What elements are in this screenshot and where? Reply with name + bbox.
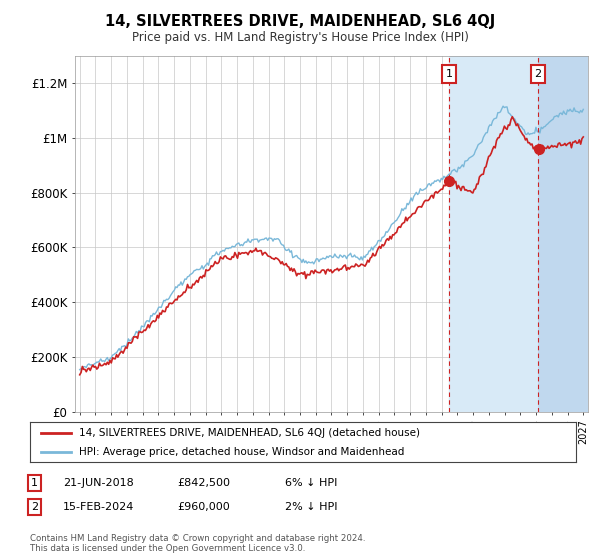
Text: HPI: Average price, detached house, Windsor and Maidenhead: HPI: Average price, detached house, Wind… — [79, 447, 404, 457]
Text: £842,500: £842,500 — [177, 478, 230, 488]
Text: Price paid vs. HM Land Registry's House Price Index (HPI): Price paid vs. HM Land Registry's House … — [131, 31, 469, 44]
Text: This data is licensed under the Open Government Licence v3.0.: This data is licensed under the Open Gov… — [30, 544, 305, 553]
Text: 6% ↓ HPI: 6% ↓ HPI — [285, 478, 337, 488]
Text: 14, SILVERTREES DRIVE, MAIDENHEAD, SL6 4QJ: 14, SILVERTREES DRIVE, MAIDENHEAD, SL6 4… — [105, 14, 495, 29]
Text: 2: 2 — [535, 69, 542, 79]
Text: Contains HM Land Registry data © Crown copyright and database right 2024.: Contains HM Land Registry data © Crown c… — [30, 534, 365, 543]
Bar — [449, 56, 591, 412]
Bar — [538, 56, 591, 412]
Text: 1: 1 — [446, 69, 452, 79]
Text: 14, SILVERTREES DRIVE, MAIDENHEAD, SL6 4QJ (detached house): 14, SILVERTREES DRIVE, MAIDENHEAD, SL6 4… — [79, 428, 420, 438]
Text: £960,000: £960,000 — [177, 502, 230, 512]
Text: 2: 2 — [31, 502, 38, 512]
Text: 2% ↓ HPI: 2% ↓ HPI — [285, 502, 337, 512]
Bar — [538, 56, 591, 412]
Text: 1: 1 — [31, 478, 38, 488]
Text: 21-JUN-2018: 21-JUN-2018 — [63, 478, 134, 488]
Text: 15-FEB-2024: 15-FEB-2024 — [63, 502, 134, 512]
